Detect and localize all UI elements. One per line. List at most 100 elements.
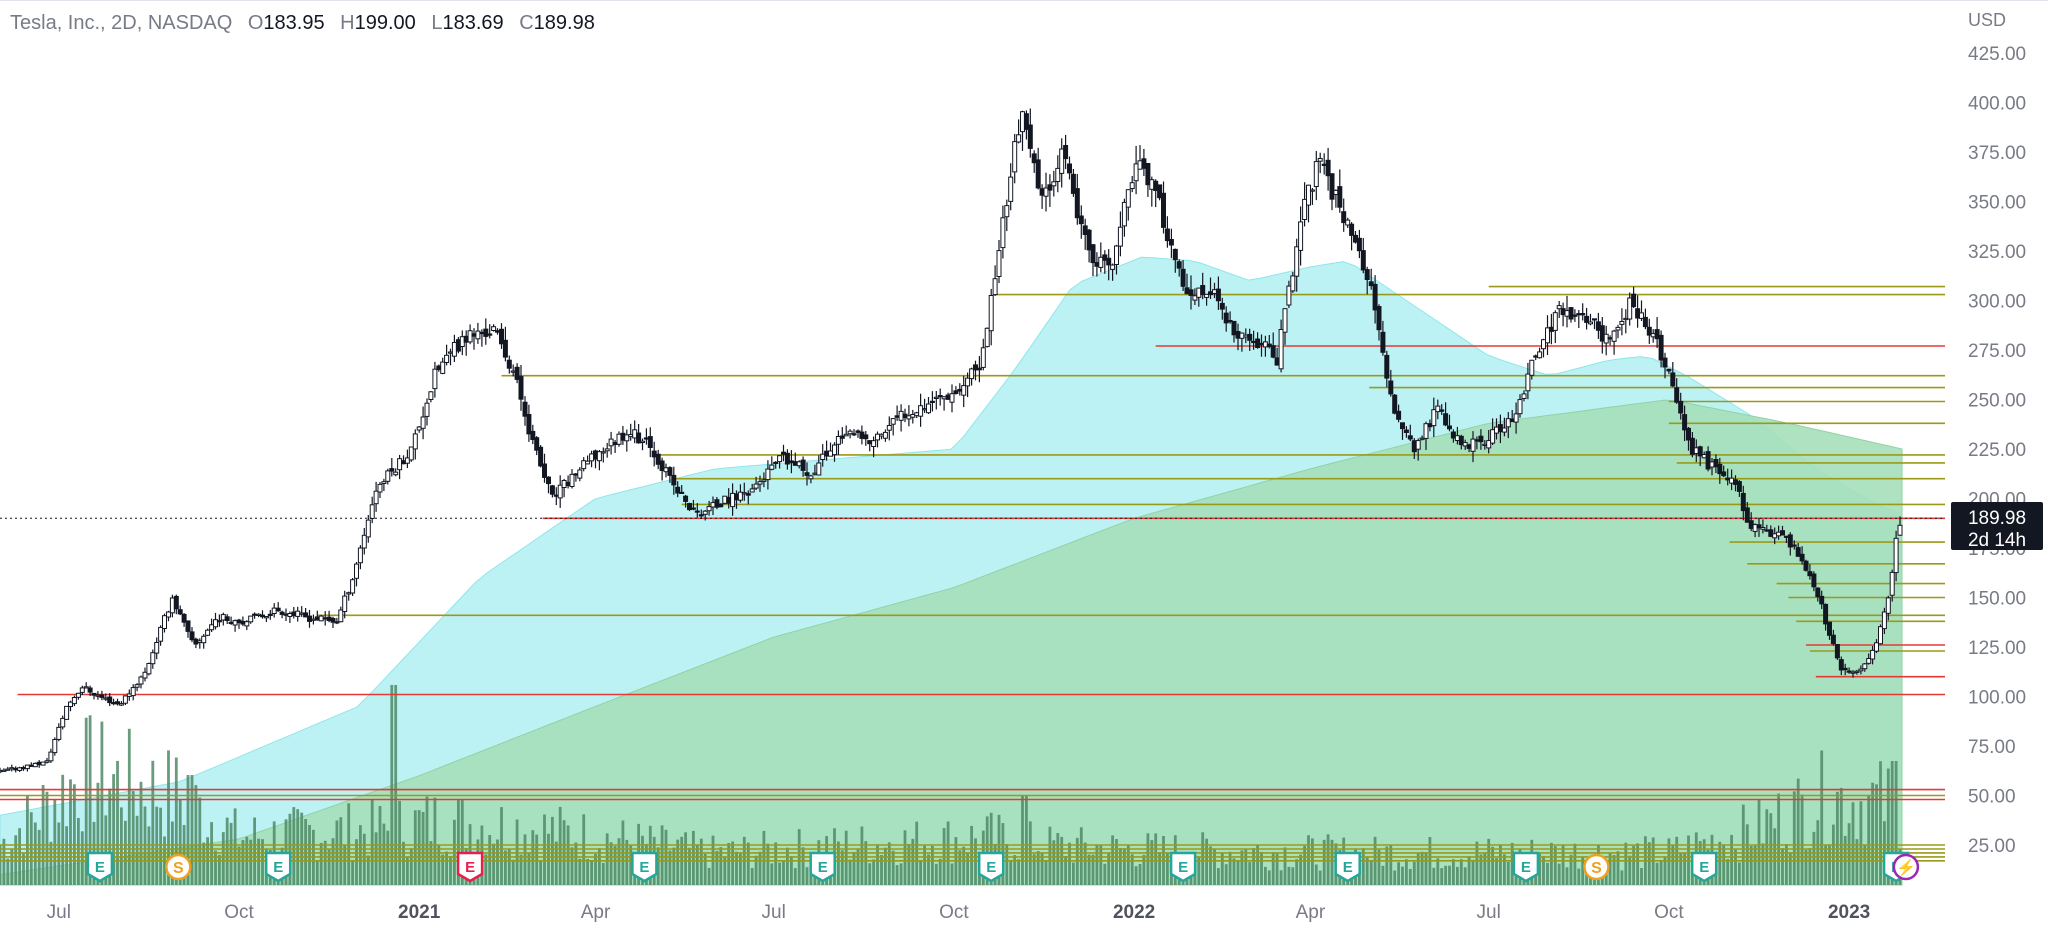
volume-bar: [1291, 867, 1295, 885]
candle-body: [1337, 186, 1343, 208]
candle-body: [1686, 427, 1691, 441]
candle-body: [647, 436, 653, 449]
candle-body: [600, 451, 606, 454]
volume-bar: [613, 846, 617, 885]
volume-bar: [1150, 840, 1154, 885]
volume-bar: [1420, 851, 1424, 885]
candle-body: [1682, 414, 1688, 431]
candle-body: [1588, 321, 1593, 325]
candle-body: [1615, 326, 1621, 331]
volume-bar: [1377, 849, 1381, 885]
price-axis[interactable]: USD25.0050.0075.00100.00125.00150.00175.…: [1968, 10, 2026, 857]
candle-body: [393, 471, 399, 476]
earnings-marker-label: E: [95, 859, 105, 876]
candle-body: [1866, 658, 1872, 664]
candle-body: [71, 697, 77, 705]
volume-bar: [1228, 851, 1232, 885]
candle-body: [816, 462, 822, 476]
chart-legend: Tesla, Inc., 2D, NASDAQ O183.95 H199.00 …: [10, 12, 595, 35]
candle-body: [969, 368, 975, 380]
volume-bar: [1361, 848, 1365, 885]
volume-bar: [241, 840, 245, 885]
time-tick-label: 2021: [398, 902, 441, 923]
price-tick-label: 400.00: [1968, 94, 2026, 115]
candle-body: [1392, 394, 1398, 414]
candle-body: [1027, 124, 1033, 149]
candle-body: [804, 472, 810, 476]
candle-body: [980, 347, 986, 368]
candle-body: [937, 395, 943, 398]
volume-bar: [688, 847, 691, 885]
time-axis[interactable]: Jul Oct 2021 Apr Jul Oct 2022 Apr Jul Oct 2023: [47, 902, 1871, 923]
candle-body: [549, 485, 555, 495]
close-value: 189.98: [533, 12, 595, 34]
volume-bar: [1647, 842, 1651, 885]
volume-bar: [1573, 843, 1577, 885]
volume-bar: [1820, 750, 1824, 885]
candle-body: [996, 250, 1002, 278]
volume-bar: [844, 830, 848, 885]
earnings-marker-label: E: [465, 859, 475, 876]
volume-bar: [1056, 833, 1060, 885]
earnings-marker-label: E: [1178, 859, 1188, 876]
candle-body: [1074, 188, 1080, 219]
event-markers[interactable]: ESEEEEEEEESEE⚡: [86, 851, 1920, 883]
candle-body: [1811, 573, 1817, 588]
volume-bar: [739, 853, 742, 885]
candle-body: [745, 493, 751, 496]
volume-bar: [1134, 866, 1138, 885]
candle-body: [1639, 312, 1644, 319]
volume-bar: [1483, 852, 1487, 885]
volume-bar: [1459, 859, 1463, 885]
volume-bar: [766, 843, 770, 885]
volume-bar: [1405, 859, 1408, 885]
candle-body: [1897, 524, 1903, 536]
candle-body: [1302, 198, 1308, 220]
candle-body: [122, 695, 128, 704]
volume-bar: [1013, 855, 1017, 885]
candle-body: [1184, 287, 1190, 295]
volume-bar: [758, 851, 762, 885]
volume-bar: [84, 717, 88, 885]
candle-body: [118, 703, 124, 706]
candle-body: [373, 490, 379, 505]
currency-label: USD: [1968, 10, 2006, 30]
volume-bar: [1640, 868, 1643, 885]
volume-bar: [370, 799, 374, 885]
volume-bar: [159, 807, 162, 885]
candle-body: [1619, 321, 1625, 325]
price-tick-label: 50.00: [1968, 787, 2016, 808]
volume-bar: [1859, 801, 1863, 885]
candle-body: [636, 432, 642, 444]
candle-body: [420, 416, 426, 429]
volume-bar: [1777, 793, 1780, 885]
volume-bar: [527, 853, 531, 885]
candle-body: [1098, 256, 1104, 268]
candle-body: [628, 434, 634, 438]
volume-bar: [1099, 845, 1103, 885]
candle-body: [1372, 283, 1378, 311]
volume-bar: [104, 815, 108, 885]
candle-body: [1854, 670, 1860, 673]
volume-bar: [1440, 868, 1444, 885]
split-marker-badge: [165, 853, 192, 881]
volume-bar: [1553, 846, 1557, 885]
volume-bar: [1119, 848, 1122, 885]
candle-body: [1580, 313, 1586, 316]
volume-bar: [974, 838, 977, 885]
volume-bar: [394, 685, 398, 885]
volume-bar: [10, 849, 14, 885]
volume-bar: [77, 818, 80, 885]
volume-bar: [997, 814, 1001, 885]
candle-body: [475, 330, 481, 340]
volume-bar: [848, 859, 852, 885]
volume-bar: [950, 863, 954, 885]
candle-body: [1713, 459, 1719, 468]
volume-bar: [178, 799, 182, 885]
candle-body: [201, 635, 207, 644]
candle-body: [863, 434, 869, 440]
candle-body: [1145, 163, 1151, 186]
volume-bar: [1381, 865, 1385, 885]
